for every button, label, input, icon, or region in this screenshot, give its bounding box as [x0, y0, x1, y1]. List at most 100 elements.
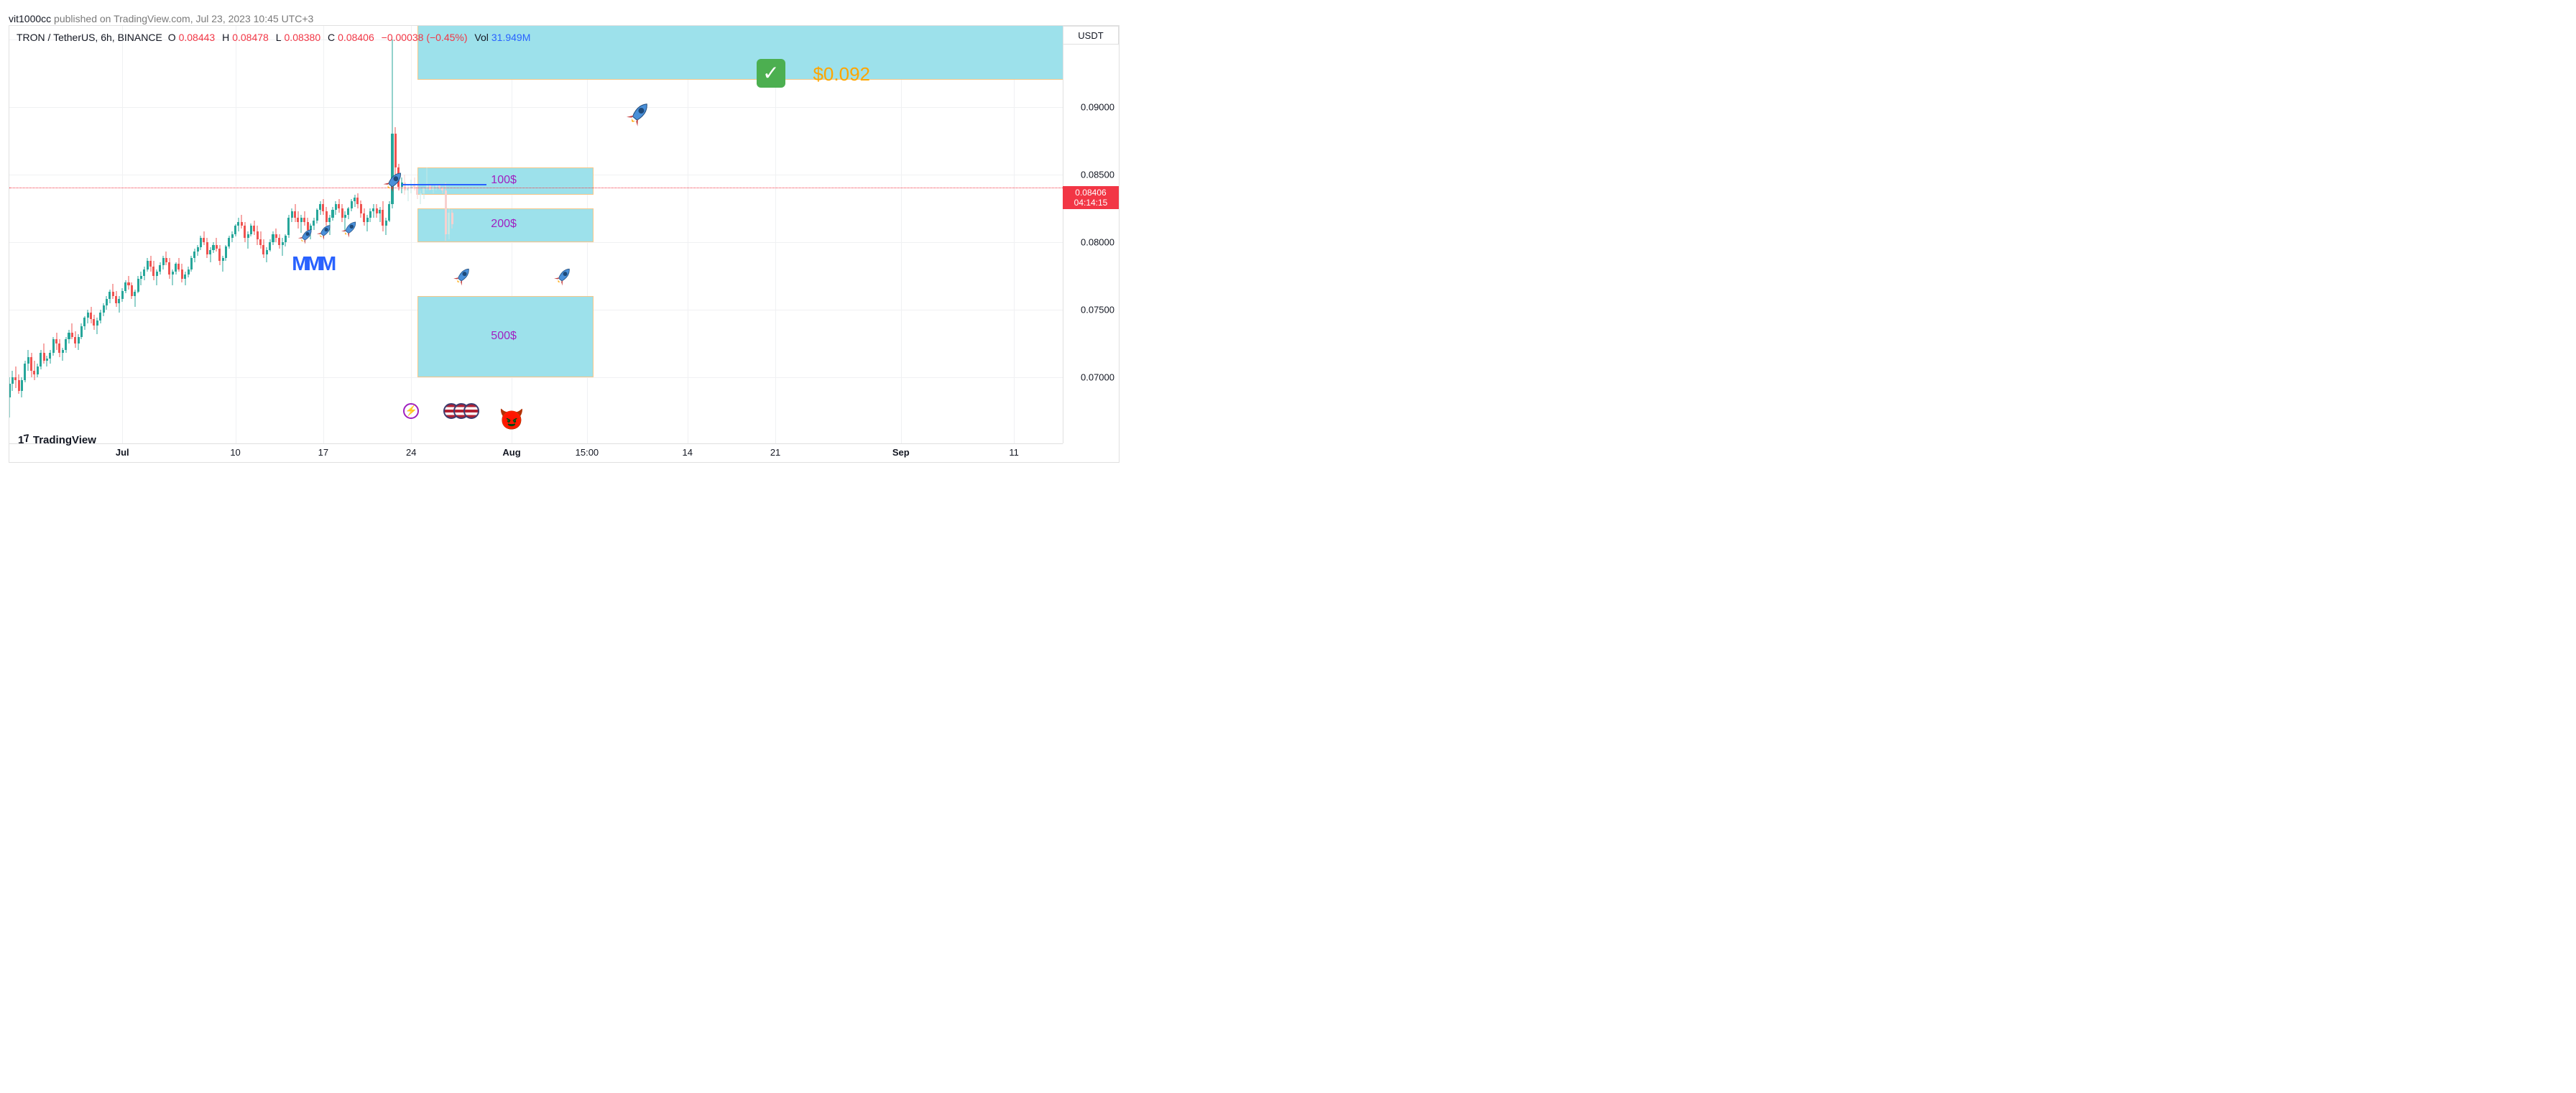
candle[interactable] [369, 26, 371, 443]
candle[interactable] [115, 26, 117, 443]
candle[interactable] [241, 26, 243, 443]
candle[interactable] [118, 26, 120, 443]
candle[interactable] [407, 26, 409, 443]
candle[interactable] [181, 26, 183, 443]
candle[interactable] [37, 26, 39, 443]
candle[interactable] [18, 26, 20, 443]
candle[interactable] [197, 26, 199, 443]
candle[interactable] [14, 26, 17, 443]
candle[interactable] [394, 26, 397, 443]
candle[interactable] [445, 26, 447, 443]
candle[interactable] [177, 26, 180, 443]
candle[interactable] [253, 26, 255, 443]
candle[interactable] [137, 26, 139, 443]
candle[interactable] [285, 26, 287, 443]
candle[interactable] [109, 26, 111, 443]
candle[interactable] [382, 26, 384, 443]
candle[interactable] [397, 26, 400, 443]
candle[interactable] [363, 26, 365, 443]
candle[interactable] [43, 26, 45, 443]
candle[interactable] [388, 26, 390, 443]
candle[interactable] [78, 26, 80, 443]
candle[interactable] [152, 26, 154, 443]
candle[interactable] [168, 26, 170, 443]
candle[interactable] [200, 26, 202, 443]
candle[interactable] [212, 26, 214, 443]
candle[interactable] [228, 26, 230, 443]
candle[interactable] [99, 26, 101, 443]
candle[interactable] [404, 26, 406, 443]
candle[interactable] [282, 26, 284, 443]
candle[interactable] [360, 26, 362, 443]
candle[interactable] [159, 26, 161, 443]
candle[interactable] [62, 26, 64, 443]
candle[interactable] [58, 26, 60, 443]
candle[interactable] [410, 26, 412, 443]
candle[interactable] [96, 26, 98, 443]
candle[interactable] [156, 26, 158, 443]
candle[interactable] [231, 26, 234, 443]
candle[interactable] [416, 26, 418, 443]
candle[interactable] [68, 26, 70, 443]
candle[interactable] [188, 26, 190, 443]
candle[interactable] [413, 26, 415, 443]
candle[interactable] [24, 26, 26, 443]
candle[interactable] [244, 26, 246, 443]
candle[interactable] [131, 26, 133, 443]
candle[interactable] [124, 26, 126, 443]
candle[interactable] [172, 26, 174, 443]
candle[interactable] [423, 26, 425, 443]
candle[interactable] [175, 26, 177, 443]
candle[interactable] [262, 26, 264, 443]
candle[interactable] [266, 26, 268, 443]
candle[interactable] [435, 26, 438, 443]
candle[interactable] [46, 26, 48, 443]
candle[interactable] [71, 26, 73, 443]
candle[interactable] [121, 26, 124, 443]
candle[interactable] [30, 26, 32, 443]
candle[interactable] [65, 26, 67, 443]
candle[interactable] [222, 26, 224, 443]
candle[interactable] [80, 26, 83, 443]
candle[interactable] [106, 26, 108, 443]
candle[interactable] [250, 26, 252, 443]
candle[interactable] [203, 26, 205, 443]
candle[interactable] [87, 26, 89, 443]
candle[interactable] [90, 26, 92, 443]
candle[interactable] [234, 26, 236, 443]
candle[interactable] [237, 26, 239, 443]
plot-region[interactable]: TRON / TetherUS, 6h, BINANCE O0.08443 H0… [9, 26, 1063, 443]
candle[interactable] [269, 26, 271, 443]
candle[interactable] [149, 26, 152, 443]
candle[interactable] [275, 26, 277, 443]
candle[interactable] [291, 26, 293, 443]
candle[interactable] [401, 26, 403, 443]
candle[interactable] [372, 26, 374, 443]
candle[interactable] [451, 26, 453, 443]
candle[interactable] [366, 26, 369, 443]
candle[interactable] [206, 26, 208, 443]
x-axis[interactable]: Jul101724Aug15:001421Sep11 [9, 443, 1063, 462]
candle[interactable] [438, 26, 440, 443]
candle[interactable] [190, 26, 193, 443]
candle[interactable] [247, 26, 249, 443]
candle[interactable] [147, 26, 149, 443]
y-axis[interactable]: 0.095000.090000.085000.080000.075000.070… [1063, 26, 1119, 443]
candle[interactable] [93, 26, 95, 443]
candle[interactable] [391, 26, 393, 443]
candle[interactable] [52, 26, 55, 443]
candle[interactable] [278, 26, 280, 443]
candle[interactable] [259, 26, 262, 443]
candle[interactable] [432, 26, 434, 443]
candle[interactable] [448, 26, 450, 443]
candle[interactable] [429, 26, 431, 443]
candle[interactable] [287, 26, 290, 443]
candle[interactable] [216, 26, 218, 443]
candle[interactable] [11, 26, 14, 443]
candle[interactable] [165, 26, 167, 443]
candle[interactable] [112, 26, 114, 443]
candle[interactable] [385, 26, 387, 443]
candle[interactable] [209, 26, 211, 443]
candle[interactable] [21, 26, 23, 443]
candle[interactable] [225, 26, 227, 443]
